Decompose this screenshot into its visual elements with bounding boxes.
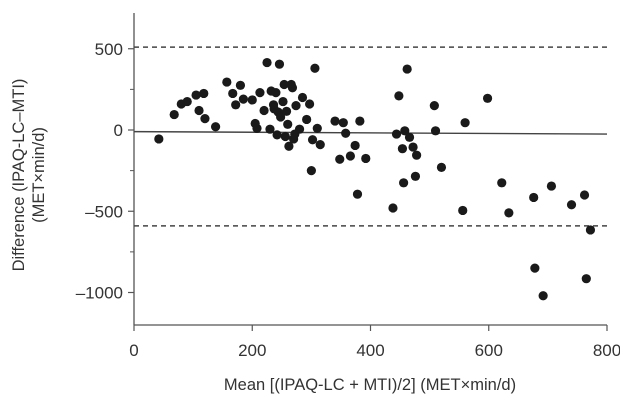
data-point — [397, 144, 408, 154]
data-point — [169, 109, 179, 120]
data-point — [306, 166, 316, 176]
data-point — [404, 132, 415, 142]
data-point — [335, 154, 345, 164]
data-point — [352, 189, 363, 199]
data-point — [182, 96, 192, 107]
data-point — [259, 105, 269, 116]
y-ticks: 500 0 –500 –1000 — [76, 40, 134, 303]
data-point — [235, 80, 246, 90]
data-point — [579, 190, 590, 200]
data-point — [222, 77, 232, 87]
data-point — [530, 263, 540, 273]
data-point — [194, 105, 204, 116]
data-point — [265, 124, 275, 134]
data-point — [458, 205, 468, 216]
data-point — [410, 171, 421, 181]
data-point — [408, 142, 418, 152]
data-point — [276, 112, 286, 122]
data-point — [350, 140, 360, 151]
data-point — [566, 200, 577, 210]
x-tick-label: 400 — [356, 341, 384, 360]
data-point — [247, 95, 257, 105]
data-point — [231, 100, 241, 110]
data-point — [538, 291, 548, 301]
x-tick-label: 600 — [475, 341, 503, 360]
data-point — [297, 92, 308, 103]
data-point — [154, 134, 164, 144]
data-point — [388, 203, 398, 213]
data-point — [391, 129, 402, 139]
data-point — [279, 79, 289, 90]
data-point — [199, 88, 209, 99]
x-ticks: 0 200 400 600 800 — [129, 325, 620, 360]
y-tick-label: –500 — [85, 202, 123, 221]
data-point — [394, 91, 404, 101]
x-tick-label: 0 — [129, 341, 138, 360]
x-tick-label: 200 — [238, 341, 266, 360]
data-point — [252, 123, 262, 133]
y-tick-label: –1000 — [76, 284, 123, 303]
data-point — [338, 118, 348, 128]
y-tick-label: 0 — [114, 121, 123, 140]
y-axis-title-line1: Difference (IPAQ-LC–MTI) — [10, 79, 28, 272]
data-point — [305, 99, 315, 109]
data-point — [274, 59, 285, 69]
data-point — [228, 88, 238, 99]
data-point — [504, 208, 514, 218]
x-axis-title: Mean [(IPAQ-LC + MTI)/2] (MET×min/d) — [224, 376, 516, 394]
data-point — [287, 83, 298, 93]
data-point — [307, 135, 318, 145]
data-point — [283, 119, 293, 129]
data-point — [399, 178, 409, 188]
data-point — [361, 153, 371, 164]
mean-difference-line — [133, 130, 608, 135]
data-point — [400, 126, 410, 136]
data-point — [294, 124, 305, 134]
data-point — [210, 122, 221, 132]
data-point — [302, 114, 312, 125]
data-point — [284, 141, 294, 151]
data-point — [497, 178, 507, 188]
data-point — [341, 128, 351, 138]
data-point — [482, 93, 493, 103]
data-point — [191, 90, 201, 100]
data-point — [315, 140, 325, 150]
data-point — [529, 192, 539, 203]
data-point — [281, 106, 292, 116]
data-point — [330, 116, 340, 126]
y-tick-label: 500 — [95, 40, 123, 59]
data-point — [402, 64, 412, 74]
y-axis-title-line2: (MET×min/d) — [30, 127, 48, 223]
data-point — [355, 116, 365, 126]
data-point — [312, 123, 322, 133]
data-point — [546, 181, 557, 191]
data-point — [272, 130, 282, 140]
data-point — [430, 126, 441, 136]
data-point — [412, 150, 422, 160]
data-point — [271, 88, 281, 98]
data-point — [280, 131, 290, 142]
data-point — [238, 94, 248, 104]
data-point — [436, 162, 447, 172]
data-point — [581, 274, 591, 284]
data-point — [460, 118, 470, 128]
data-point — [585, 225, 596, 235]
data-points — [154, 57, 596, 301]
plot-area: 0 200 400 600 800 500 0 –500 –1000 — [76, 13, 620, 360]
data-point — [429, 101, 439, 111]
data-point — [255, 88, 265, 98]
data-point — [345, 151, 355, 161]
reference-lines — [133, 46, 608, 227]
x-tick-label: 800 — [593, 341, 620, 360]
data-point — [200, 114, 210, 124]
data-point — [278, 96, 288, 107]
data-point — [291, 101, 301, 111]
data-point — [310, 63, 320, 73]
data-point — [262, 57, 272, 68]
